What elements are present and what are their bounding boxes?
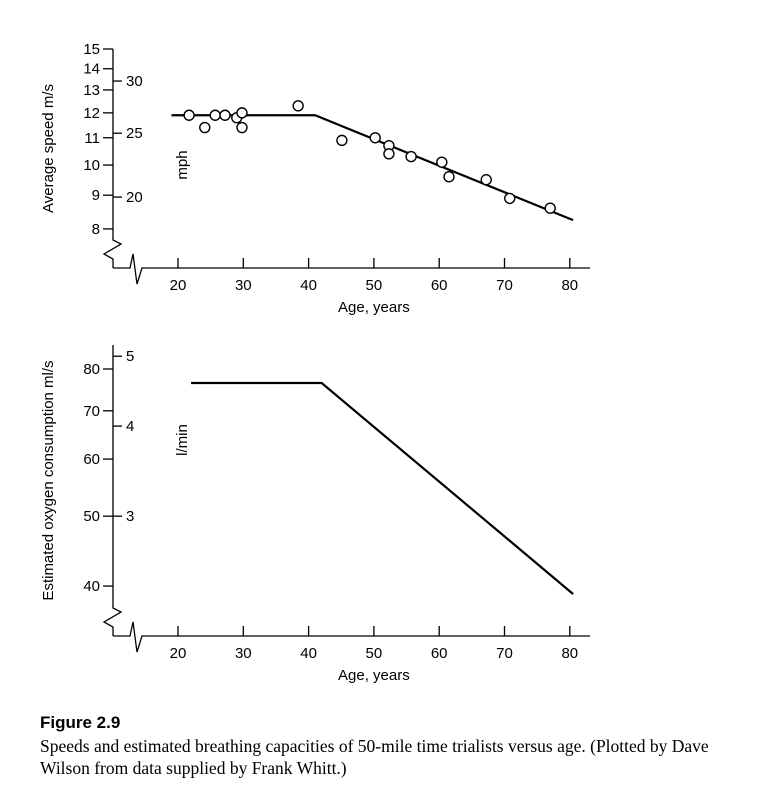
x-tick-label: 30 (235, 645, 252, 662)
data-point (219, 109, 231, 121)
y-tick-label: 70 (83, 403, 100, 420)
x-tick-label: 80 (561, 277, 578, 294)
data-point (504, 192, 516, 205)
x-tick-label: 60 (431, 277, 448, 294)
data-point (405, 150, 417, 163)
y-tick-label: 8 (92, 221, 100, 238)
y-axis (102, 345, 123, 636)
data-point (480, 174, 492, 186)
y-tick-label: 11 (84, 130, 100, 147)
y-tick-label: 40 (83, 578, 100, 595)
y-secondary-tick-label: 30 (126, 73, 143, 90)
x-tick-label: 70 (496, 645, 513, 662)
x-axis-label: Age, years (338, 299, 410, 316)
y-secondary-tick-label: 25 (126, 125, 143, 142)
x-tick-label: 20 (170, 645, 187, 662)
figure-title: Figure 2.9 (40, 713, 121, 732)
y-axis (102, 49, 123, 268)
y-axis-label: Average speed m/s (40, 84, 57, 213)
y-secondary-tick-label: 3 (126, 508, 134, 525)
x-axis (113, 621, 590, 653)
data-point (369, 132, 381, 144)
data-line (191, 381, 574, 595)
y-tick-label: 13 (83, 82, 100, 99)
x-axis (113, 253, 590, 285)
x-tick-label: 40 (300, 645, 317, 662)
data-point (544, 202, 556, 214)
data-point (383, 148, 395, 160)
y-tick-label: 14 (83, 61, 100, 78)
y-tick-label: 10 (83, 157, 100, 174)
data-point (236, 107, 248, 119)
y-tick-label: 50 (83, 508, 100, 525)
x-tick-label: 80 (561, 645, 578, 662)
data-point (336, 134, 348, 147)
data-point (292, 100, 304, 112)
y-tick-label: 80 (83, 361, 100, 378)
y-secondary-tick-label: 20 (126, 189, 143, 206)
x-tick-label: 70 (496, 277, 513, 294)
x-tick-label: 40 (300, 277, 317, 294)
figure: 20 30 40 50 60 70 80 8 9 10 11 12 13 14 15 20 25 30 Age, y… (40, 41, 590, 684)
y-secondary-axis-label: mph (174, 150, 191, 179)
data-point (209, 109, 221, 121)
x-axis-label: Age, years (338, 667, 410, 684)
x-tick-label: 30 (235, 277, 252, 294)
y-tick-label: 15 (83, 41, 100, 58)
y-tick-label: 12 (83, 105, 100, 122)
x-tick-label: 50 (366, 277, 383, 294)
data-point (436, 156, 448, 168)
y-secondary-tick-label: 5 (126, 348, 134, 365)
figure-caption: Speeds and estimated breathing capacitie… (40, 736, 709, 778)
y-secondary-tick-label: 4 (126, 418, 134, 435)
x-tick-label: 60 (431, 645, 448, 662)
y-tick-label: 60 (83, 451, 100, 468)
x-tick-label: 50 (366, 645, 383, 662)
data-point (443, 171, 455, 183)
data-point (183, 109, 195, 121)
y-secondary-axis-label: l/min (174, 424, 191, 456)
fit-line (171, 114, 574, 222)
data-point (236, 121, 248, 134)
y-axis-label: Estimated oxygen consumption ml/s (40, 360, 57, 600)
x-tick-label: 20 (170, 277, 187, 294)
data-point (199, 121, 211, 134)
y-tick-label: 9 (92, 187, 100, 204)
